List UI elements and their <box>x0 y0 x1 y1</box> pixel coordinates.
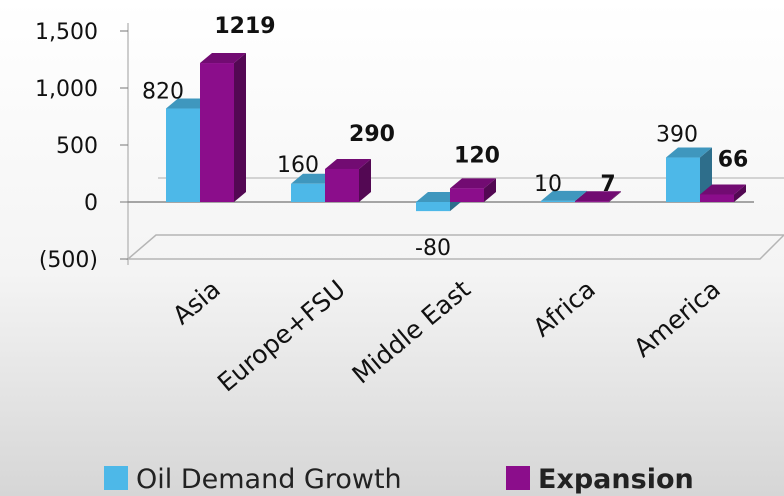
data-label-africa-expansion: 7 <box>600 172 615 197</box>
legend: Oil Demand Growth Expansion <box>104 464 694 495</box>
data-label-america-expansion: 66 <box>718 147 749 172</box>
legend-swatch-oil-demand-growth <box>104 466 128 490</box>
bar-europe-fsu-expansion <box>325 158 371 202</box>
bar-front-africa-expansion <box>575 201 609 203</box>
bar-top-africa-oil-demand-growth <box>541 190 587 201</box>
bar-front-middle-east-expansion <box>450 188 484 202</box>
y-tick-label: 0 <box>84 191 98 216</box>
bar-front-america-oil-demand-growth <box>666 157 700 202</box>
bar-front-middle-east-oil-demand-growth <box>416 202 450 212</box>
bar-front-asia-expansion <box>200 63 234 203</box>
bar-top-europe-fsu-expansion <box>325 158 371 169</box>
bar-africa-expansion <box>575 191 621 203</box>
bar-side-america-expansion <box>734 184 746 202</box>
category-label-america: America <box>628 274 726 363</box>
category-label-middle-east: Middle East <box>347 274 476 389</box>
bar-top-middle-east-expansion <box>450 178 496 189</box>
bar-front-europe-fsu-expansion <box>325 168 359 202</box>
category-label-europe-fsu: Europe+FSU <box>212 274 351 397</box>
data-label-africa-oil-demand-growth: 10 <box>534 172 562 197</box>
category-label-asia: Asia <box>167 274 226 330</box>
bar-front-africa-oil-demand-growth <box>541 200 575 202</box>
bar-america-expansion <box>700 184 746 202</box>
bar-side-europe-fsu-expansion <box>359 158 371 202</box>
data-label-europe-fsu-expansion: 290 <box>349 122 395 147</box>
data-label-europe-fsu-oil-demand-growth: 160 <box>277 153 319 178</box>
legend-label-oil-demand-growth: Oil Demand Growth <box>136 464 402 495</box>
data-label-middle-east-oil-demand-growth: -80 <box>415 236 451 261</box>
legend-label-expansion: Expansion <box>538 464 694 495</box>
bar-middle-east-expansion <box>450 178 496 202</box>
data-label-middle-east-expansion: 120 <box>454 143 500 168</box>
bar-front-america-expansion <box>700 194 734 202</box>
y-tick-label: 500 <box>56 134 98 159</box>
bar-front-asia-oil-demand-growth <box>166 108 200 202</box>
bars <box>166 53 746 212</box>
category-label-africa: Africa <box>528 274 601 342</box>
data-label-america-oil-demand-growth: 390 <box>656 123 698 148</box>
y-tick-label: (500) <box>39 248 98 273</box>
bar-top-africa-expansion <box>575 191 621 202</box>
bar-front-europe-fsu-oil-demand-growth <box>291 183 325 202</box>
bar-top-america-oil-demand-growth <box>666 147 712 158</box>
bar-side-africa-expansion <box>609 191 621 202</box>
chart-floor <box>125 234 784 260</box>
legend-swatch-expansion <box>506 466 530 490</box>
bar-top-asia-expansion <box>200 53 246 64</box>
data-labels: 820 1219 160 290 -80 120 10 7 390 66 <box>142 14 748 261</box>
bar-top-america-expansion <box>700 184 746 195</box>
bar-side-asia-expansion <box>234 53 246 203</box>
data-label-asia-expansion: 1219 <box>214 14 275 39</box>
y-tick-label: 1,500 <box>35 20 98 45</box>
bar-side-middle-east-expansion <box>484 178 496 202</box>
y-tick-label: 1,000 <box>35 77 98 102</box>
data-label-asia-oil-demand-growth: 820 <box>142 80 184 105</box>
bar-asia-expansion <box>200 53 246 203</box>
